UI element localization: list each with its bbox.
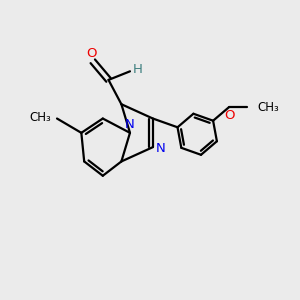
Text: CH₃: CH₃ — [257, 101, 279, 114]
Text: N: N — [124, 118, 134, 131]
Text: O: O — [224, 109, 235, 122]
Text: CH₃: CH₃ — [29, 112, 51, 124]
Text: N: N — [156, 142, 166, 155]
Text: H: H — [133, 63, 143, 76]
Text: O: O — [86, 47, 97, 60]
